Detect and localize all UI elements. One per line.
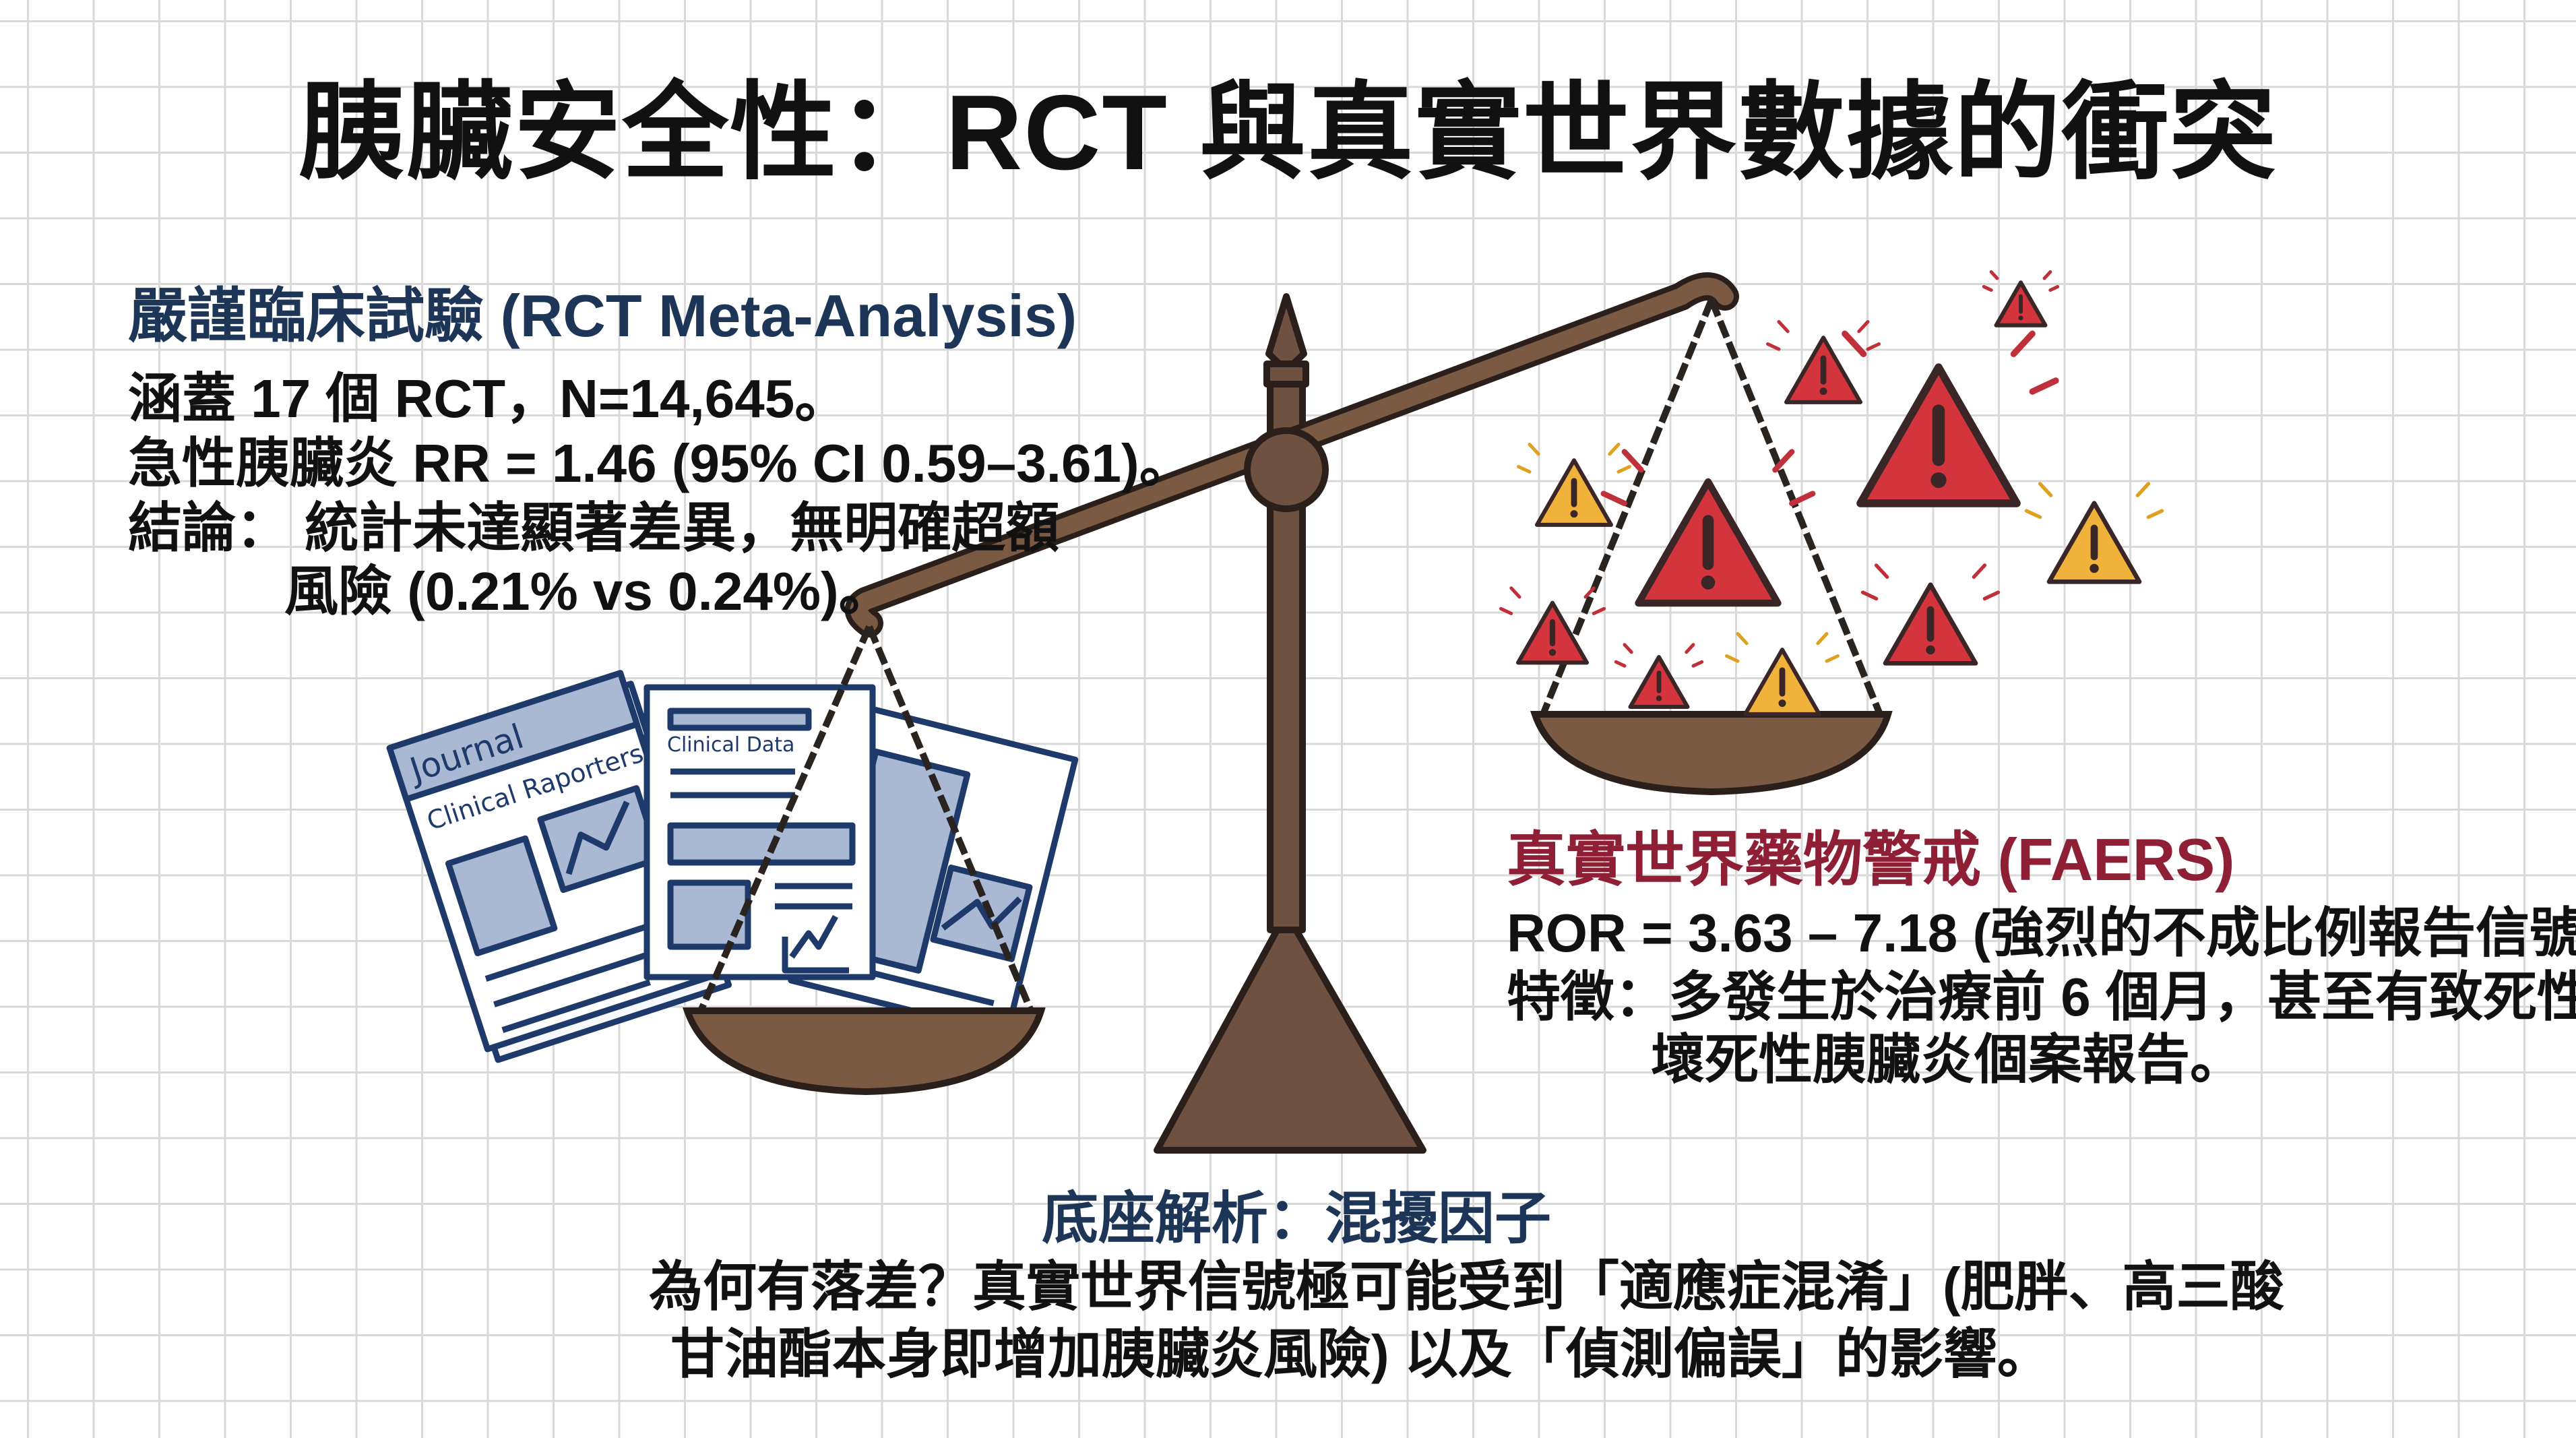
page-title: 胰臟安全性：RCT 與真實世界數據的衝突 xyxy=(299,73,2277,192)
warning-triangle-icon xyxy=(1982,270,2060,327)
clinical-data-label: Clinical Data xyxy=(667,733,794,757)
pivot-ball xyxy=(1244,427,1329,512)
warning-triangle-icon xyxy=(1818,330,2059,507)
warning-triangle-icon xyxy=(1725,632,1840,716)
faers-line-3: 壞死性胰臟炎個案報告。 xyxy=(1651,1030,2244,1090)
base-heading: 底座解析：混擾因子 xyxy=(1042,1187,1552,1250)
document-icon: Clinical Data xyxy=(643,684,876,980)
warning-triangle-icon xyxy=(1766,320,1881,404)
warning-triangle-icon xyxy=(1600,449,1816,607)
warning-triangle-icon xyxy=(1499,586,1606,665)
rct-line-1: 涵蓋 17 個 RCT，N=14,645。 xyxy=(128,369,849,429)
documents-illustration: Journal Clinical Raporters Clinical Data xyxy=(386,670,1079,1063)
faers-heading: 真實世界藥物警戒 (FAERS) xyxy=(1507,826,2235,893)
faers-line-2: 特徵：多發生於治療前 6 個月，甚至有致死性 xyxy=(1507,967,2576,1027)
faers-line-1: ROR = 3.63 – 7.18 (強烈的不成比例報告信號)。 xyxy=(1507,903,2576,963)
rct-heading: 嚴謹臨床試驗 (RCT Meta-Analysis) xyxy=(128,282,1077,349)
base-line-2: 甘油酯本身即增加胰臟炎風險) 以及「偵測偏誤」的影響。 xyxy=(670,1324,2051,1384)
scale-pans xyxy=(682,711,1893,1096)
warning-signals xyxy=(1499,270,2164,716)
rct-line-2: 急性胰臟炎 RR = 1.46 (95% CI 0.59–3.61)。 xyxy=(128,433,1193,493)
rct-line-3: 結論： 統計未達顯著差異，無明確超額 xyxy=(128,498,1060,558)
warning-triangle-icon xyxy=(1614,643,1704,709)
warning-triangle-icon xyxy=(2024,482,2164,584)
warning-triangle-icon xyxy=(1517,443,1631,527)
base-line-1: 為何有落差？真實世界信號極可能受到「適應症混淆」(肥胖、高三酸 xyxy=(649,1257,2284,1317)
scale-beam xyxy=(844,272,1739,637)
rct-line-4: 風險 (0.21% vs 0.24%)。 xyxy=(284,561,893,621)
warning-triangle-icon xyxy=(1860,563,2001,666)
scale-stand xyxy=(1154,293,1426,1154)
